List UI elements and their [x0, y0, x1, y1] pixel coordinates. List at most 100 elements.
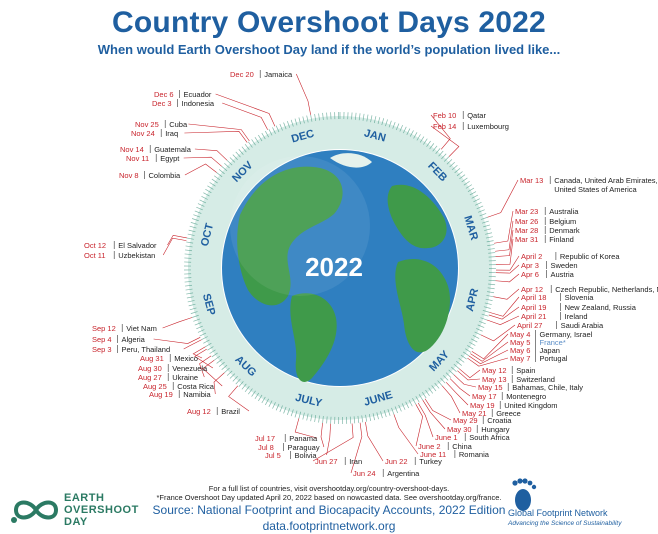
leader-line [184, 131, 248, 143]
leader-line [296, 73, 311, 115]
entry-date: Oct 11 [84, 251, 106, 260]
entry-countries: Republic of Korea [560, 252, 620, 261]
leader-line [294, 418, 318, 439]
entry-date: Dec 6 [154, 90, 174, 99]
center-year-label: 2022 [305, 252, 363, 282]
entry-date: Jun 27 [315, 457, 338, 466]
leader-line [430, 114, 451, 150]
entry-date: May 21 [462, 409, 487, 418]
country-entry: May 5 France* [470, 338, 566, 362]
leader-line [453, 374, 477, 388]
country-entry: May 7 Portugal [467, 354, 568, 367]
entry-date: April 27 [517, 321, 542, 330]
entry-date: Mar 28 [515, 226, 538, 235]
entry-date: June 1 [435, 433, 458, 442]
entry-date: May 13 [482, 375, 507, 384]
country-entries: Feb 10 Qatar Feb 14 Luxembourg Mar 13 Canada,… [84, 70, 658, 478]
country-entry: Mar 31 Finland [495, 235, 574, 265]
country-entry: May 13 Switzerland [457, 370, 555, 384]
entry-countries: Portugal [540, 354, 568, 363]
entry-date: May 30 [447, 425, 472, 434]
entry-date: April 18 [521, 293, 546, 302]
entry-countries: El Salvador [118, 241, 157, 250]
country-entry: Feb 10 Qatar [430, 111, 486, 150]
country-entry: April 21 Ireland [486, 312, 588, 326]
entry-date: June 11 [420, 450, 446, 459]
leader-line [228, 385, 250, 412]
leader-line [326, 423, 331, 456]
country-entry: April 19 New Zealand, Russia [488, 303, 637, 320]
leader-line [480, 324, 516, 342]
country-entry: Mar 28 Denmark [495, 226, 580, 257]
earth-overshoot-day-logo-icon [11, 500, 59, 523]
entry-date: April 2 [521, 252, 542, 261]
month-label-oct: OCT [199, 222, 216, 248]
entry-date: June 2 [418, 442, 441, 451]
entry-date: May 17 [472, 392, 497, 401]
entry-countries: Panama [289, 434, 318, 443]
leader-line [468, 349, 509, 365]
entry-date: Dec 3 [152, 99, 172, 108]
entry-countries: Romania [459, 450, 490, 459]
entry-date: Sep 4 [92, 335, 112, 344]
entry-date: May 19 [470, 401, 495, 410]
entry-countries: Iraq [165, 129, 178, 138]
leader-line [422, 400, 446, 430]
country-entry: Aug 25 Costa Rica [143, 359, 223, 391]
entry-date: Nov 14 [120, 145, 144, 154]
entry-date: Feb 14 [433, 122, 456, 131]
leader-line [350, 422, 363, 474]
country-entry: Oct 11 Uzbekistan [84, 237, 187, 260]
entry-countries: Finland [549, 235, 574, 244]
leader-line [184, 163, 217, 176]
country-entry: Nov 24 Iraq [131, 129, 248, 143]
page-title: Country Overshoot Days 2022 [112, 6, 546, 39]
country-entry: Aug 30 Venezuela [138, 348, 214, 373]
leader-line [222, 102, 268, 130]
entry-countries: Slovenia [565, 293, 595, 302]
country-entry: Jun 24 Argentina [350, 422, 420, 478]
month-label-jan: JAN [363, 127, 387, 144]
entry-countries: France* [540, 338, 566, 347]
entry-countries: Austria [551, 270, 575, 279]
entry-countries: Spain [516, 366, 535, 375]
country-entry: Dec 20 Jamaica [230, 70, 311, 115]
entry-date: May 4 [510, 330, 530, 339]
entry-date: Mar 13 [520, 176, 543, 185]
globe-icon [222, 150, 458, 386]
leader-line [365, 421, 384, 462]
entry-countries: New Zealand, Russia [565, 303, 637, 312]
entry-date: Apr 12 [521, 285, 543, 294]
entry-countries: Denmark [549, 226, 580, 235]
entry-date: Aug 27 [138, 373, 162, 382]
source-url: data.footprintnetwork.org [262, 519, 396, 533]
entry-countries: South Africa [469, 433, 510, 442]
leader-line [493, 210, 514, 244]
country-entry: Oct 12 El Salvador [84, 234, 187, 250]
leader-line [162, 317, 193, 329]
entry-date: Nov 8 [119, 171, 139, 180]
leader-line [183, 156, 222, 167]
eod-logo-text: EARTH OVERSHOOT DAY [64, 492, 139, 528]
entry-countries: Belgium [549, 217, 576, 226]
gfn-logo-tagline: Advancing the Science of Sustainability [508, 520, 622, 527]
entry-date: Apr 6 [521, 270, 539, 279]
leader-line [441, 385, 461, 414]
country-entry: Apr 12 Czech Republic, Netherlands, Norwa… [493, 285, 658, 300]
entry-date: Feb 10 [433, 111, 456, 120]
leader-line [194, 148, 228, 161]
leader-line [495, 229, 514, 257]
country-entry: Nov 11 Egypt [126, 154, 222, 167]
country-entry: Nov 8 Colombia [119, 163, 217, 180]
leader-line [393, 414, 419, 455]
country-entry: Nov 25 Cuba [135, 120, 250, 142]
leader-line [424, 398, 452, 421]
leader-line [213, 372, 225, 395]
entry-countries: Argentina [387, 469, 420, 478]
country-entry: April 2 Republic of Korea [495, 252, 620, 271]
entry-date: Aug 12 [187, 407, 211, 416]
country-entry: Jul 5 Bolivia [265, 423, 331, 460]
country-entry: Jun 22 Turkey [365, 421, 442, 466]
country-entry: Mar 13 Canada, United Arab Emirates, Unite… [487, 176, 658, 218]
